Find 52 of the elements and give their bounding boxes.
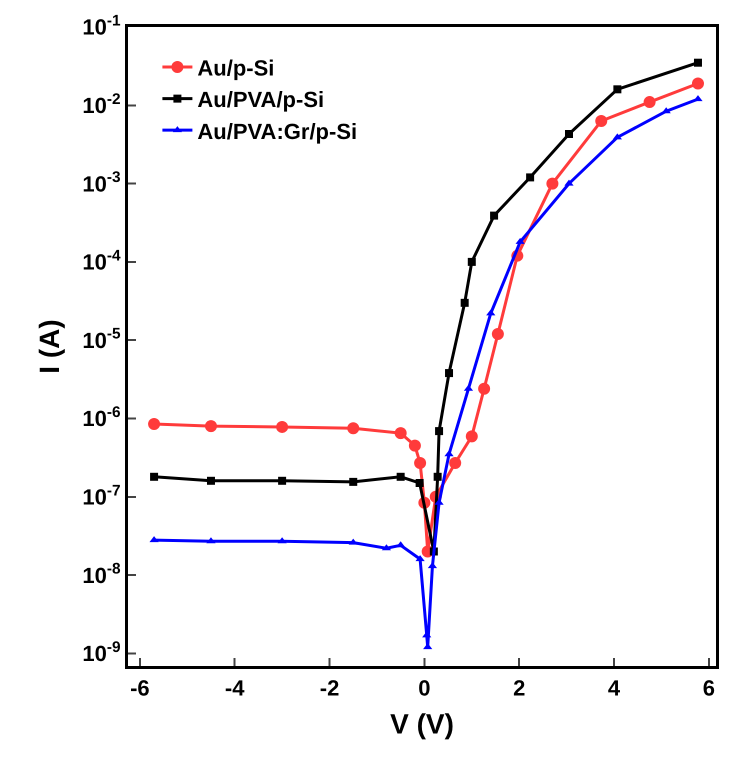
point: [150, 472, 158, 481]
point: [396, 472, 405, 481]
x-axis-title: V (V): [390, 708, 454, 740]
point: [595, 115, 608, 128]
point: [347, 422, 360, 434]
y-tick-label: 10$^{-2}$: [82, 90, 121, 118]
y-tick-label: 10$^{-4}$: [82, 247, 122, 275]
point: [435, 427, 444, 436]
point: [408, 440, 421, 452]
point: [478, 382, 490, 395]
point: [449, 457, 462, 470]
y-tick-label: 10$^{-1}$: [82, 12, 122, 40]
x-tick-label: 2: [513, 675, 526, 700]
point: [526, 173, 534, 182]
point: [692, 77, 704, 90]
point: [206, 476, 215, 485]
x-tick-label: -4: [224, 675, 246, 700]
point: [460, 298, 469, 307]
point: [416, 479, 424, 487]
y-tick-label: 10$^{-3}$: [82, 169, 121, 196]
point: [492, 328, 504, 340]
y-tick-label: 10$^{-6}$: [82, 404, 121, 432]
x-tick-label: 0: [418, 675, 430, 700]
legend-label: Au/PVA:Gr/p-Si: [197, 118, 358, 144]
y-tick-label: 10$^{-5}$: [82, 326, 122, 353]
point: [694, 58, 702, 67]
point: [434, 472, 442, 481]
legend-label: Au/PVA/p-Si: [197, 87, 324, 112]
point: [204, 420, 217, 432]
x-tick-label: 6: [702, 675, 716, 700]
point: [394, 427, 407, 440]
point: [445, 369, 454, 378]
point: [414, 457, 426, 470]
x-tick-label: -2: [320, 675, 340, 700]
point: [276, 420, 288, 433]
point: [466, 430, 478, 442]
point: [468, 258, 476, 266]
y-tick-label: 10$^{-9}$: [82, 638, 121, 666]
y-tick-label: 10$^{-7}$: [82, 482, 121, 510]
point: [546, 178, 558, 190]
y-tick-label: 10$^{-8}$: [82, 560, 122, 588]
point: [613, 85, 622, 94]
point: [148, 418, 160, 430]
point: [490, 212, 498, 220]
point: [349, 478, 358, 486]
x-tick-label: 4: [608, 675, 621, 700]
point: [565, 130, 573, 138]
legend-label: Au/p-Si: [197, 56, 274, 81]
x-tick-label: -6: [130, 675, 150, 700]
y-axis-title: I (A): [34, 319, 66, 374]
point: [278, 476, 286, 485]
point: [644, 96, 656, 108]
